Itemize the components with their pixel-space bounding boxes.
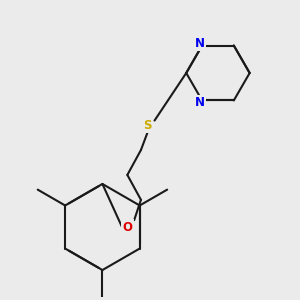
Text: S: S (143, 118, 152, 132)
Text: N: N (195, 37, 205, 50)
Text: O: O (122, 220, 132, 233)
Text: N: N (195, 96, 205, 109)
